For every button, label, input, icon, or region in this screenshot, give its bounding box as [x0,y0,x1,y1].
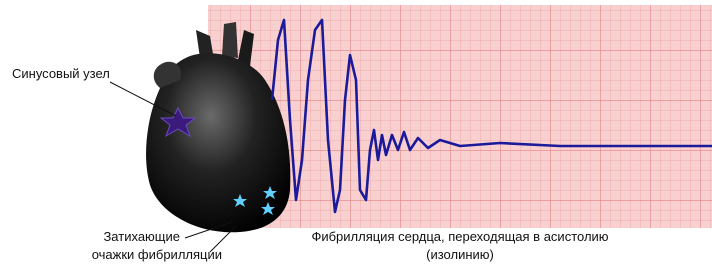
sinus-node-label: Синусовый узел [12,66,110,81]
foci-label: очажки фибрилляции [92,247,222,262]
diagram: Синусовый узел Затихающие очажки фибрилл… [0,0,712,266]
foci-label: Затихающие [103,229,180,244]
caption: (изолинию) [426,247,494,262]
caption: Фибрилляция сердца, переходящая в асисто… [311,229,608,244]
